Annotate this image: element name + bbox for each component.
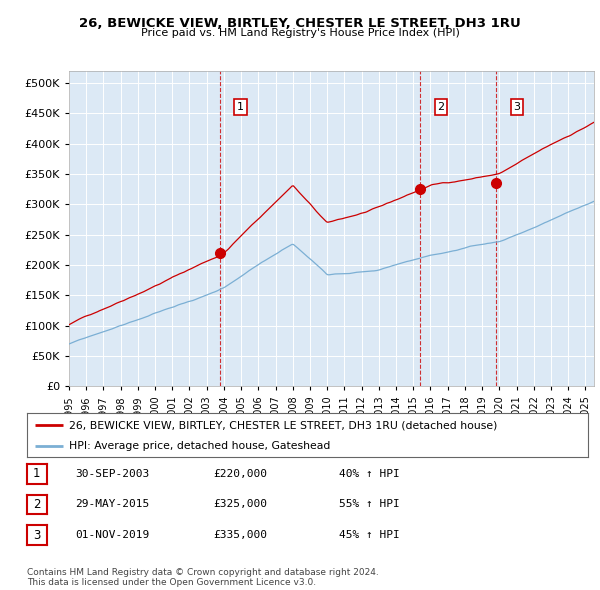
Text: 40% ↑ HPI: 40% ↑ HPI xyxy=(339,469,400,478)
Text: Price paid vs. HM Land Registry's House Price Index (HPI): Price paid vs. HM Land Registry's House … xyxy=(140,28,460,38)
Text: 55% ↑ HPI: 55% ↑ HPI xyxy=(339,500,400,509)
Text: 01-NOV-2019: 01-NOV-2019 xyxy=(75,530,149,540)
Text: 30-SEP-2003: 30-SEP-2003 xyxy=(75,469,149,478)
Text: 45% ↑ HPI: 45% ↑ HPI xyxy=(339,530,400,540)
Text: £325,000: £325,000 xyxy=(213,500,267,509)
Text: Contains HM Land Registry data © Crown copyright and database right 2024.
This d: Contains HM Land Registry data © Crown c… xyxy=(27,568,379,587)
Text: HPI: Average price, detached house, Gateshead: HPI: Average price, detached house, Gate… xyxy=(69,441,331,451)
Text: 3: 3 xyxy=(33,529,41,542)
Text: 2: 2 xyxy=(437,102,445,112)
Text: 2: 2 xyxy=(33,498,41,511)
Text: 3: 3 xyxy=(514,102,521,112)
Text: 26, BEWICKE VIEW, BIRTLEY, CHESTER LE STREET, DH3 1RU (detached house): 26, BEWICKE VIEW, BIRTLEY, CHESTER LE ST… xyxy=(69,421,497,430)
Text: £220,000: £220,000 xyxy=(213,469,267,478)
Text: 1: 1 xyxy=(33,467,41,480)
Text: £335,000: £335,000 xyxy=(213,530,267,540)
Text: 1: 1 xyxy=(237,102,244,112)
Text: 29-MAY-2015: 29-MAY-2015 xyxy=(75,500,149,509)
Text: 26, BEWICKE VIEW, BIRTLEY, CHESTER LE STREET, DH3 1RU: 26, BEWICKE VIEW, BIRTLEY, CHESTER LE ST… xyxy=(79,17,521,30)
